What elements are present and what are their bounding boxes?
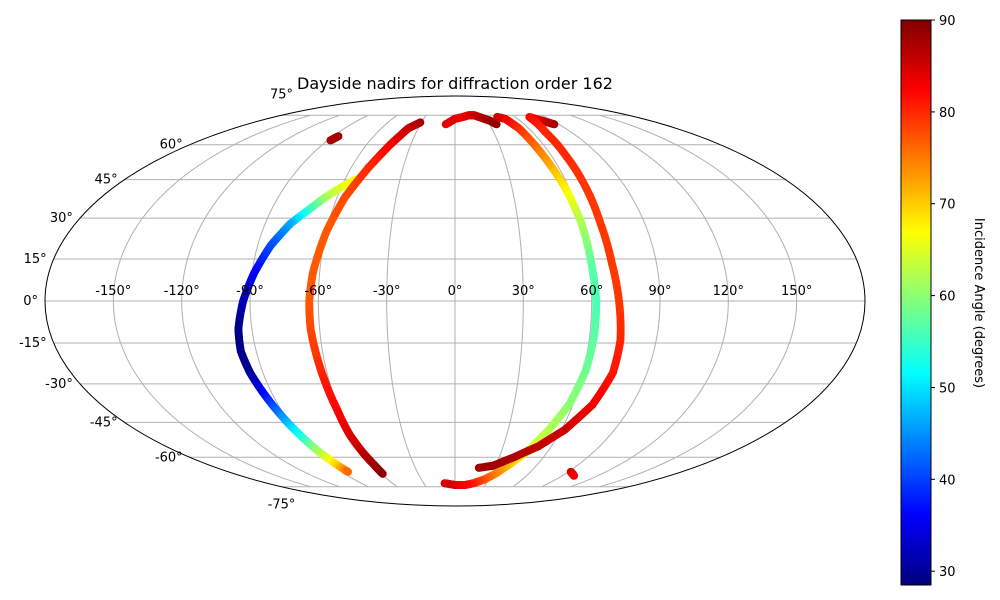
lon-tick-label: -150° — [95, 284, 131, 299]
lon-tick-label: -30° — [373, 284, 401, 299]
lon-tick-label: -90° — [236, 284, 264, 299]
lat-tick-label: 75° — [270, 87, 293, 102]
lon-gridline — [541, 114, 661, 488]
lon-tick-label: 60° — [580, 284, 603, 299]
data-point — [440, 479, 449, 488]
lon-tick-label: -60° — [304, 284, 332, 299]
map-points — [234, 111, 625, 489]
lat-tick-label: 30° — [50, 211, 73, 226]
lat-tick-label: 45° — [95, 173, 118, 188]
lon-tick-label: 0° — [448, 284, 463, 299]
colorbar-tick-label: 90 — [939, 14, 956, 29]
colorbar-tick-label: 30 — [939, 565, 956, 580]
lat-tick-label: 60° — [160, 138, 183, 153]
lon-gridline — [112, 114, 311, 488]
map-grid — [44, 95, 866, 507]
lat-tick-label: -75° — [268, 498, 296, 513]
lat-tick-label: 15° — [24, 252, 47, 267]
lon-gridline — [599, 114, 798, 488]
lon-gridline — [570, 114, 729, 488]
lon-gridline — [386, 114, 427, 488]
colorbar-tick-label: 60 — [939, 290, 956, 305]
lat-tick-label: 0° — [23, 294, 38, 309]
map-outline — [44, 95, 866, 507]
data-point — [570, 471, 579, 480]
colorbar-gradient — [900, 19, 932, 586]
lon-tick-label: 30° — [512, 284, 535, 299]
colorbar-tick-label: 80 — [939, 106, 956, 121]
data-point — [492, 120, 501, 129]
data-point — [378, 469, 387, 478]
lon-tick-label: -120° — [164, 284, 200, 299]
map-labels: -150° -120° -90° -60° -30° 0° 30° 60° 90° 120° 150… — [19, 87, 812, 512]
colorbar-tick-label: 70 — [939, 198, 956, 213]
lat-tick-label: -45° — [90, 415, 118, 430]
colorbar-tick-label: 50 — [939, 382, 956, 397]
data-point — [334, 132, 343, 141]
colorbar-label: Incidence Angle (degrees) — [971, 218, 986, 388]
lat-tick-label: -15° — [19, 336, 47, 351]
data-point — [474, 463, 483, 472]
lon-gridline — [181, 114, 340, 488]
lat-tick-label: -30° — [45, 377, 73, 392]
data-point — [344, 467, 353, 476]
lon-tick-label: 120° — [713, 284, 744, 299]
lon-gridline — [483, 114, 524, 488]
lat-tick-label: -60° — [155, 450, 183, 465]
lon-tick-label: 90° — [648, 284, 671, 299]
chart-title: Dayside nadirs for diffraction order 162 — [297, 74, 613, 93]
colorbar-tick-label: 40 — [939, 473, 956, 488]
lon-tick-label: 150° — [781, 284, 812, 299]
colorbar: 30 40 50 60 70 80 90 Incidence Angle (degrees) — [900, 14, 986, 586]
colorbar-ticks: 30 40 50 60 70 80 90 — [931, 14, 956, 580]
